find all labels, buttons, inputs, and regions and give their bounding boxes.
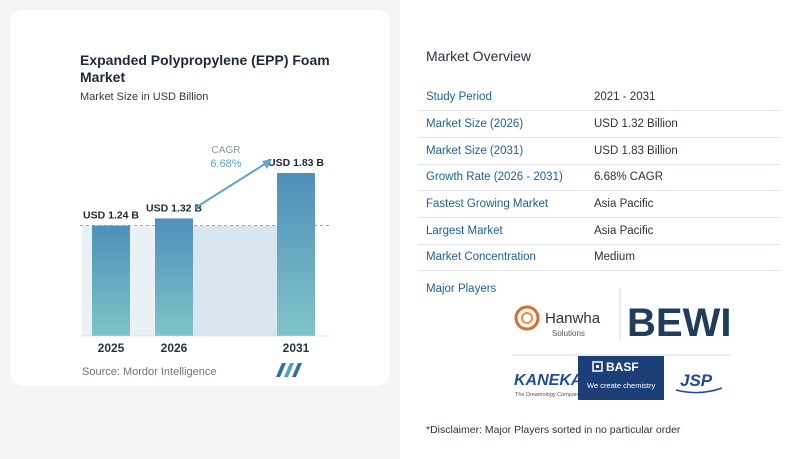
overview-row-label: Market Size (2026) [418, 110, 586, 138]
hanwha-logo: Hanwha Solutions [514, 305, 601, 338]
market-overview-title: Market Overview [426, 48, 532, 64]
overview-row-label: Fastest Growing Market [418, 190, 586, 218]
overview-row: Growth Rate (2026 - 2031) 6.68% CAGR [418, 164, 780, 192]
overview-row-label: Market Concentration [418, 244, 586, 272]
hanwha-logo-subtext: Solutions [552, 329, 585, 338]
band-left [82, 225, 92, 336]
data-label-2026: USD 1.32 B [146, 202, 202, 214]
overview-row: Market Size (2026) USD 1.32 Billion [418, 110, 780, 138]
basf-logo-text: BASF [606, 360, 639, 374]
bar-2025 [92, 225, 130, 336]
overview-row-value: Asia Pacific [586, 190, 780, 218]
bewi-logo: BEWI [627, 301, 731, 345]
overview-row-value: 6.68% CAGR [586, 164, 780, 192]
overview-row-value: Medium [586, 244, 780, 272]
cagr-label: CAGR [212, 145, 241, 156]
disclaimer: *Disclaimer: Major Players sorted in no … [426, 424, 681, 436]
x-tick-2025: 2025 [98, 341, 125, 355]
bar-2031 [277, 173, 315, 336]
cagr-value: 6.68% [210, 158, 241, 170]
major-players-title: Major Players [426, 283, 497, 295]
overview-row-label: Largest Market [418, 217, 586, 245]
chart-title: Expanded Polypropylene (EPP) Foam Market [80, 52, 330, 85]
overview-row: Largest Market Asia Pacific [418, 217, 780, 245]
chart-subtitle: Market Size in USD Billion [80, 91, 209, 103]
kaneka-logo: KANEKA The Dreamology Company [514, 372, 582, 398]
market-overview-table: Study Period 2021 - 2031 Market Size (2026… [418, 84, 780, 272]
cagr-band [193, 225, 277, 336]
basf-logo-subtext: We create chemistry [587, 381, 655, 390]
bewi-logo-text: BEWI [627, 301, 731, 345]
x-tick-2031: 2031 [283, 341, 310, 355]
overview-row: Study Period 2021 - 2031 [418, 84, 780, 112]
overview-row-value: USD 1.83 Billion [586, 137, 780, 165]
overview-row-value: USD 1.32 Billion [586, 110, 780, 138]
cagr-arrow [194, 161, 269, 209]
band-gap [130, 225, 155, 336]
data-label-2025: USD 1.24 B [83, 210, 139, 222]
overview-row: Fastest Growing Market Asia Pacific [418, 190, 780, 218]
kaneka-logo-subtext: The Dreamology Company [515, 392, 581, 398]
mordor-intelligence-logo [276, 363, 302, 377]
cagr-arrowhead [262, 159, 272, 169]
overview-row-label: Study Period [418, 84, 586, 112]
chart-source: Source: Mordor Intelligence [82, 366, 217, 378]
jsp-logo: JSP [675, 371, 723, 394]
overview-row-value: 2021 - 2031 [586, 84, 780, 112]
jsp-logo-text: JSP [680, 371, 713, 390]
overview-row: Market Concentration Medium [418, 244, 780, 272]
hanwha-logo-text: Hanwha [545, 310, 601, 327]
overview-row-label: Growth Rate (2026 - 2031) [418, 164, 586, 192]
bar-chart: USD 1.24 B 2025 USD 1.32 B 2026 USD 1.83 B 20… [80, 145, 330, 355]
kaneka-logo-text: KANEKA [514, 372, 582, 389]
data-label-2031: USD 1.83 B [268, 157, 324, 169]
basf-logo: BASF We create chemistry [578, 356, 664, 400]
overview-row: Market Size (2031) USD 1.83 Billion [418, 137, 780, 165]
bar-2026 [155, 218, 193, 336]
overview-row-value: Asia Pacific [586, 217, 780, 245]
overview-row-label: Market Size (2031) [418, 137, 586, 165]
x-tick-2026: 2026 [161, 341, 188, 355]
